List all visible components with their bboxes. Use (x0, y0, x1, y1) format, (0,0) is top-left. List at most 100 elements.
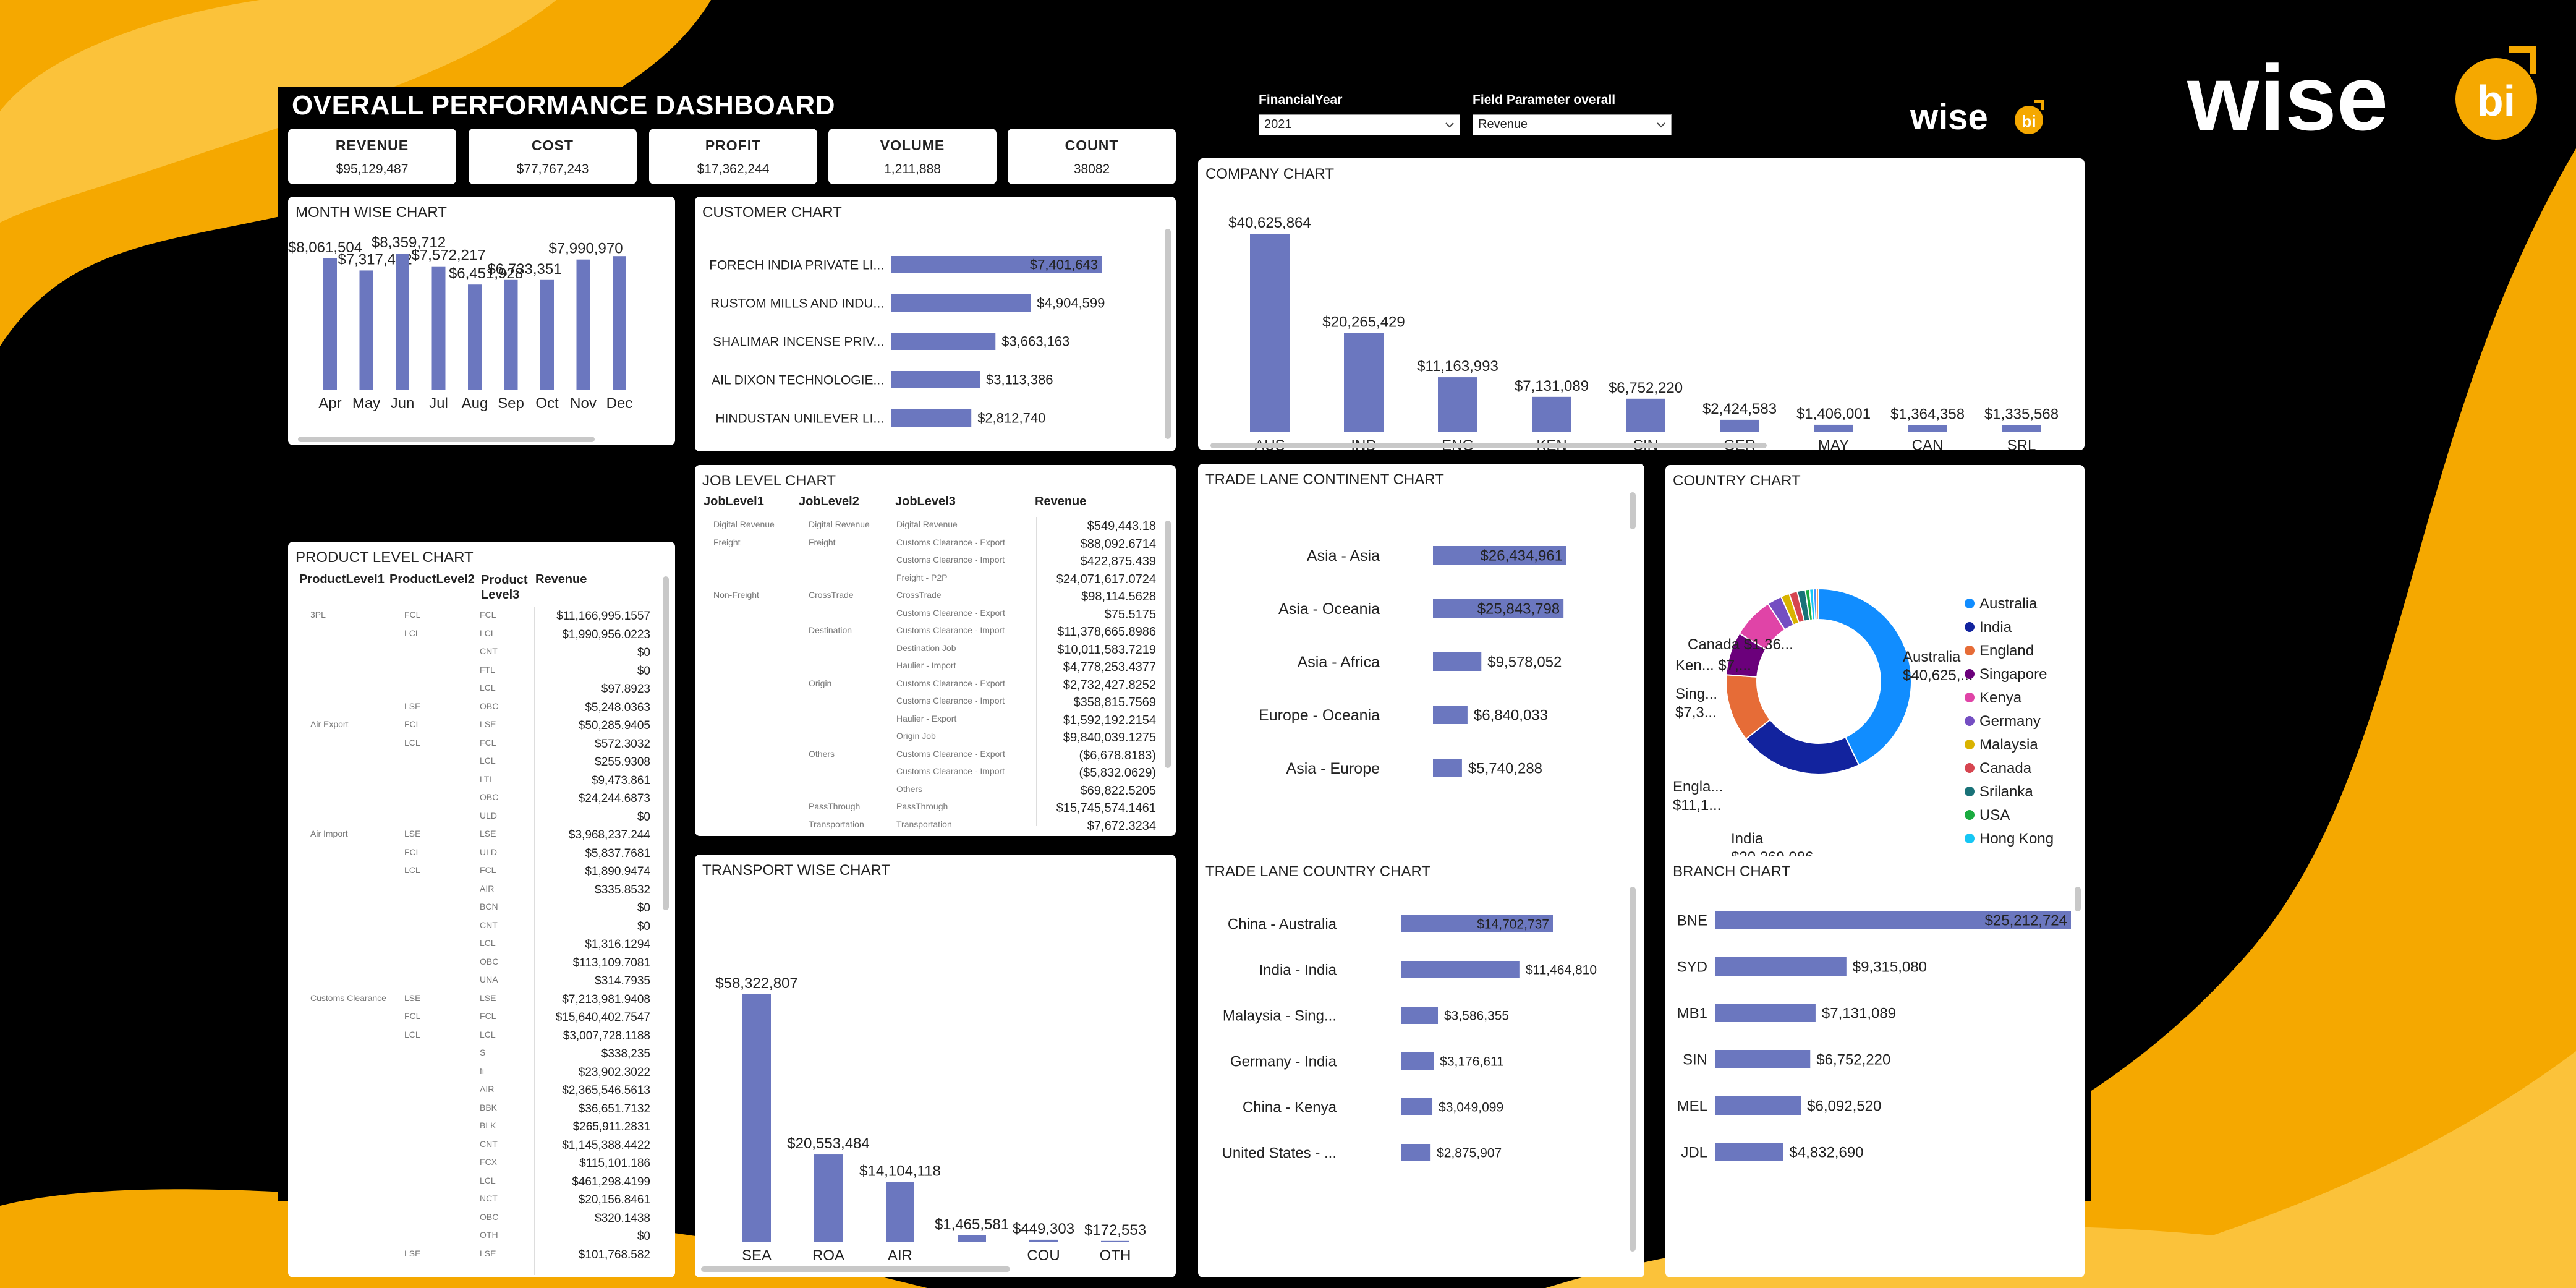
column-header[interactable]: Revenue (1035, 495, 1087, 508)
table-cell: Freight (713, 537, 741, 547)
bar[interactable] (891, 256, 1102, 273)
table-cell: $0 (637, 902, 650, 915)
data-label: $2,424,583 (1702, 401, 1777, 417)
bar[interactable] (431, 266, 446, 390)
column-header[interactable]: ProductLevel1 (299, 573, 385, 586)
bar[interactable] (1401, 1007, 1439, 1024)
bar[interactable] (1401, 1144, 1431, 1161)
table-cell: CNT (480, 1138, 498, 1149)
kpi-card-profit[interactable]: PROFIT $17,362,244 (649, 129, 817, 184)
table-cell: OTH (480, 1230, 498, 1240)
donut-slice[interactable] (1815, 587, 1819, 621)
bar[interactable] (1344, 333, 1384, 432)
bar[interactable] (1715, 1004, 1816, 1022)
bar[interactable] (814, 1154, 843, 1242)
donut-slice[interactable] (1745, 719, 1860, 775)
column-header[interactable]: JobLevel1 (704, 495, 764, 508)
bar[interactable] (1715, 957, 1847, 976)
bar[interactable] (891, 333, 996, 350)
category-label: Apr (318, 395, 341, 412)
bar[interactable] (323, 258, 337, 390)
bar[interactable] (1029, 1239, 1058, 1242)
legend-marker (1965, 693, 1975, 702)
table-cell: $9,473.861 (591, 774, 650, 787)
bar[interactable] (540, 279, 554, 390)
data-label: $9,315,080 (1853, 958, 1927, 975)
horizontal-scrollbar[interactable] (1210, 443, 1767, 448)
bar[interactable] (1626, 398, 1665, 432)
bar[interactable] (1433, 546, 1566, 565)
vertical-scrollbar[interactable] (2075, 887, 2081, 911)
bar[interactable] (1908, 425, 1947, 432)
bar[interactable] (1101, 1240, 1129, 1242)
category-label: MEL (1677, 1098, 1707, 1114)
table-cell: PassThrough (896, 801, 948, 811)
bar[interactable] (1433, 652, 1482, 671)
column-header[interactable]: Revenue (535, 573, 587, 586)
bar[interactable] (742, 994, 771, 1242)
table-cell: FCL (480, 610, 496, 620)
bar[interactable] (1433, 599, 1564, 618)
table-cell: $1,990,956.0223 (562, 628, 650, 641)
bar[interactable] (2002, 425, 2041, 432)
category-label: JDL (1681, 1144, 1707, 1161)
bar[interactable] (1532, 396, 1571, 432)
bar[interactable] (1433, 759, 1462, 777)
bar[interactable] (468, 284, 482, 390)
bar[interactable] (1401, 961, 1520, 978)
bar[interactable] (504, 279, 518, 390)
kpi-value: $95,129,487 (336, 162, 409, 176)
category-label: BNE (1677, 912, 1707, 929)
horizontal-scrollbar[interactable] (701, 1266, 1010, 1272)
column-header[interactable]: JobLevel2 (799, 495, 859, 508)
param-dropdown[interactable]: Revenue (1473, 114, 1672, 135)
bar[interactable] (1715, 1050, 1811, 1068)
bar[interactable] (891, 294, 1031, 312)
kpi-card-count[interactable]: COUNT 38082 (1008, 129, 1176, 184)
bar[interactable] (891, 371, 980, 388)
bar[interactable] (1814, 424, 1853, 432)
table-cell: LSE (404, 829, 421, 838)
kpi-card-volume[interactable]: VOLUME 1,211,888 (828, 129, 997, 184)
bar[interactable] (576, 259, 590, 390)
vertical-scrollbar[interactable] (1165, 521, 1171, 768)
vertical-scrollbar[interactable] (663, 576, 669, 910)
bar[interactable] (359, 270, 373, 390)
donut-slice[interactable] (1818, 587, 1912, 766)
kpi-label: COST (532, 137, 574, 153)
bar[interactable] (613, 256, 626, 390)
vertical-scrollbar[interactable] (1630, 887, 1636, 1252)
bar[interactable] (1401, 1052, 1434, 1070)
bar[interactable] (1715, 1096, 1801, 1115)
bar[interactable] (1401, 915, 1553, 932)
bar[interactable] (1720, 419, 1759, 432)
bar[interactable] (1250, 234, 1290, 432)
bar[interactable] (396, 254, 409, 390)
bar[interactable] (1433, 706, 1468, 724)
data-label: $6,451,928 (449, 265, 523, 282)
table-cell: Non-Freight (713, 590, 759, 600)
vertical-scrollbar[interactable] (1165, 229, 1171, 439)
product-level-chart-card: PRODUCT LEVEL CHART ProductLevel1 Produc… (288, 542, 675, 1277)
bar[interactable] (958, 1235, 986, 1242)
bar[interactable] (1401, 1098, 1433, 1115)
column-header[interactable]: Product Level3 (481, 573, 528, 602)
legend-item: India (1979, 619, 2012, 636)
horizontal-scrollbar[interactable] (298, 437, 595, 442)
bar[interactable] (886, 1182, 914, 1242)
legend-marker (1965, 646, 1975, 655)
kpi-card-revenue[interactable]: REVENUE $95,129,487 (288, 129, 456, 184)
kpi-card-cost[interactable]: COST $77,767,243 (469, 129, 637, 184)
year-dropdown[interactable]: 2021 (1259, 114, 1460, 135)
table-cell: $1,592,192.2154 (1063, 713, 1156, 727)
column-header[interactable]: ProductLevel2 (389, 573, 475, 586)
bar[interactable] (1438, 377, 1477, 432)
table-cell: LCL (404, 1029, 420, 1039)
bar[interactable] (1715, 1143, 1783, 1161)
column-header[interactable]: JobLevel3 (895, 495, 956, 508)
bar[interactable] (1715, 911, 2071, 929)
data-label: $40,625,864 (1228, 215, 1311, 231)
category-label: CAN (1912, 437, 1944, 450)
bar[interactable] (891, 409, 972, 427)
vertical-scrollbar[interactable] (1630, 492, 1636, 529)
